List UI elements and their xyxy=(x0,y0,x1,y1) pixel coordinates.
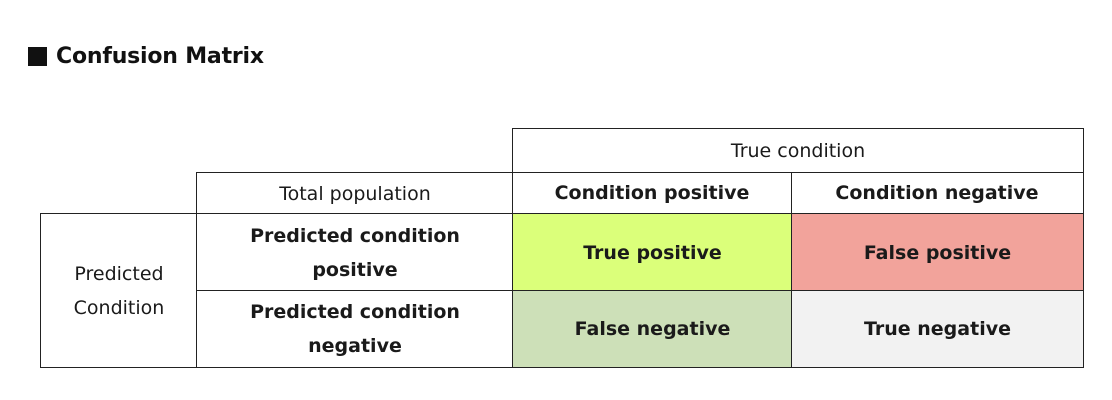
false-negative-cell: False negative xyxy=(512,290,792,368)
condition-negative-cell: Condition negative xyxy=(791,172,1084,214)
predicted-negative-cell: Predicted condition negative xyxy=(196,290,513,368)
total-population-cell: Total population xyxy=(196,172,513,214)
true-negative-cell: True negative xyxy=(791,290,1084,368)
predicted-condition-label: Predicted Condition xyxy=(40,213,197,368)
page-title: Confusion Matrix xyxy=(28,38,264,74)
predicted-positive-cell: Predicted condition positive xyxy=(196,213,513,291)
true-condition-header: True condition xyxy=(512,128,1084,173)
black-square-icon xyxy=(28,46,47,66)
condition-positive-cell: Condition positive xyxy=(512,172,792,214)
true-positive-cell: True positive xyxy=(512,213,792,291)
false-positive-cell: False positive xyxy=(791,213,1084,291)
page-title-text: Confusion Matrix xyxy=(56,43,264,69)
